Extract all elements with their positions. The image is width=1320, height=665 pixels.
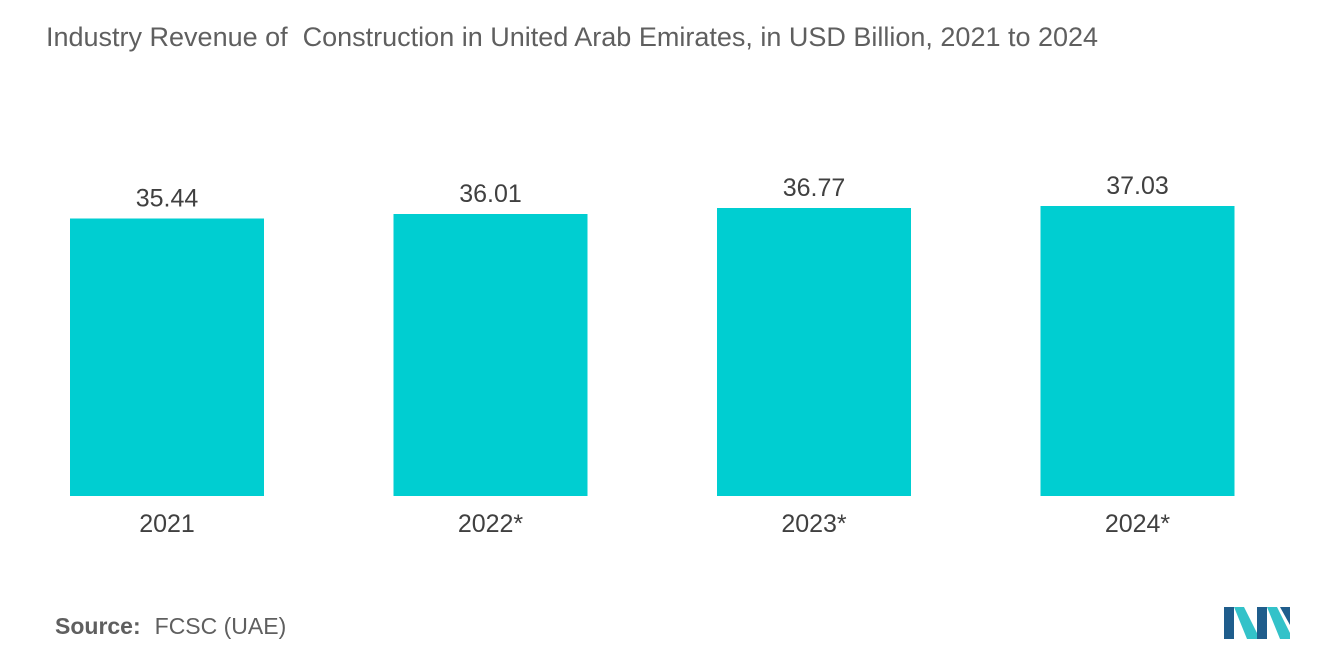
bar-2022 [393, 214, 588, 496]
mordor-intelligence-logo-icon [1224, 607, 1290, 639]
bar-2021 [70, 218, 264, 496]
logo-shape-3 [1257, 607, 1267, 639]
bar-2023 [717, 208, 911, 496]
x-tick-label-2021: 2021 [139, 510, 195, 538]
value-label-2024: 37.03 [1106, 172, 1169, 200]
chart-title: Industry Revenue of Construction in Unit… [46, 22, 1099, 52]
x-tick-label-2023: 2023* [781, 510, 847, 538]
logo-shape-1 [1224, 607, 1234, 639]
x-tick-label-2024: 2024* [1105, 510, 1171, 538]
source-text: FCSC (UAE) [154, 613, 287, 639]
value-label-2022: 36.01 [459, 180, 522, 208]
bars-group [70, 206, 1235, 496]
value-label-2023: 36.77 [783, 174, 846, 202]
source-note: Source: FCSC (UAE) [55, 613, 286, 640]
logo-shape-2 [1234, 607, 1257, 639]
value-label-2021: 35.44 [136, 185, 199, 213]
x-tick-label-2022: 2022* [458, 510, 524, 538]
logo-shape-5 [1280, 607, 1290, 625]
source-label: Source: [55, 613, 141, 639]
x-axis-tick-labels: 2021 2022* 2023* 2024* [139, 510, 1170, 538]
bar-chart: 35.44 36.01 36.77 37.03 2021 2022* 2023* 2024* [70, 172, 1235, 538]
logo-shape-4 [1267, 607, 1290, 639]
value-labels-group: 35.44 36.01 36.77 37.03 [136, 172, 1169, 213]
bar-2024 [1040, 206, 1235, 496]
